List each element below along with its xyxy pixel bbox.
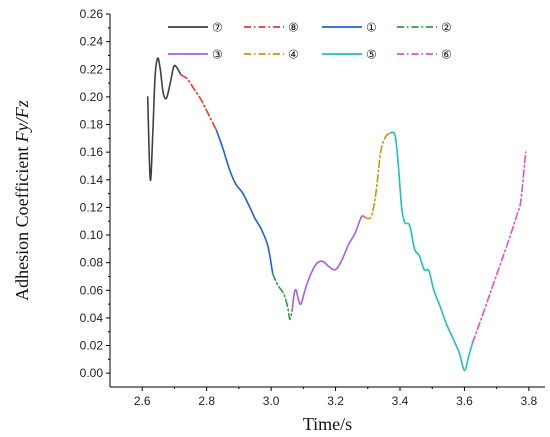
y-tick-label: 0.12	[80, 200, 104, 214]
series-line-5	[291, 215, 366, 312]
legend-label: ①	[366, 21, 377, 35]
series-line-2	[180, 73, 218, 131]
y-tick-label: 0.20	[80, 90, 104, 104]
series-line-1	[146, 57, 182, 181]
y-tick-label: 0.08	[80, 256, 104, 270]
y-tick-label: 0.04	[80, 311, 104, 325]
legend: ⑦ ⑧ ① ② ③ ④ ⑤ ⑥	[168, 21, 452, 62]
series-line-4	[271, 272, 293, 321]
series-lines	[146, 57, 527, 372]
y-tick-label: 0.06	[80, 283, 104, 297]
x-tick-label: 3.4	[392, 394, 409, 408]
legend-label: ⑥	[441, 48, 452, 62]
axes: 0.00 0.02 0.04 0.06 0.08 0.10 0.12 0.14 0.16 0.18…	[80, 7, 545, 408]
x-tick-label: 2.8	[198, 394, 215, 408]
x-axis-title: Time/s	[303, 414, 352, 434]
legend-label: ③	[212, 48, 223, 62]
y-tick-label: 0.26	[80, 7, 104, 21]
x-tick-label: 3.8	[521, 394, 538, 408]
x-tick-label: 3.6	[456, 394, 473, 408]
y-tick-label: 0.00	[80, 366, 104, 380]
legend-label: ⑤	[366, 48, 377, 62]
y-axis-title-text: Adhesion Coefficient	[12, 142, 32, 301]
legend-label: ④	[288, 48, 299, 62]
legend-label: ⑦	[212, 21, 223, 35]
x-tick-label: 3.0	[263, 394, 280, 408]
x-tick-label: 3.2	[327, 394, 344, 408]
y-tick-label: 0.22	[80, 62, 104, 76]
legend-label: ⑧	[288, 21, 299, 35]
y-tick-label: 0.24	[80, 35, 104, 49]
y-axis-title-variable: Fy/Fz	[12, 100, 32, 143]
series-line-3	[215, 129, 274, 275]
y-axis-title: Adhesion Coefficient Fy/Fz	[12, 100, 32, 301]
series-line-7	[389, 131, 474, 372]
series-line-6	[363, 132, 392, 220]
series-line-8	[471, 151, 527, 344]
legend-label: ②	[441, 21, 452, 35]
y-tick-label: 0.14	[80, 173, 104, 187]
x-tick-label: 2.6	[134, 394, 151, 408]
y-tick-label: 0.18	[80, 118, 104, 132]
y-tick-label: 0.10	[80, 228, 104, 242]
y-tick-label: 0.02	[80, 339, 104, 353]
y-tick-label: 0.16	[80, 145, 104, 159]
